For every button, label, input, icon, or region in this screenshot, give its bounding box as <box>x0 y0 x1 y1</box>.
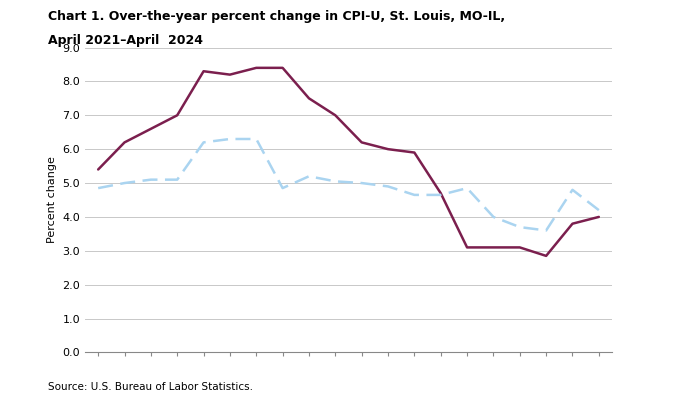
All items <box>279 65 287 70</box>
All items <box>490 245 498 250</box>
All items less food and energy <box>568 187 577 192</box>
All items <box>410 150 418 155</box>
All items less food and energy <box>147 177 155 182</box>
Y-axis label: Percent change: Percent change <box>47 156 57 244</box>
All items <box>595 215 603 219</box>
All items <box>384 147 392 152</box>
All items <box>226 72 234 77</box>
Text: Source: U.S. Bureau of Labor Statistics.: Source: U.S. Bureau of Labor Statistics. <box>48 382 252 392</box>
All items less food and energy <box>515 225 524 229</box>
All items less food and energy <box>173 177 182 182</box>
All items less food and energy <box>279 186 287 190</box>
All items <box>463 245 471 250</box>
All items less food and energy <box>542 228 550 233</box>
All items less food and energy <box>463 186 471 190</box>
All items <box>120 140 129 145</box>
All items less food and energy <box>331 179 339 184</box>
All items less food and energy <box>120 181 129 185</box>
All items <box>94 167 102 172</box>
All items less food and energy <box>252 137 260 141</box>
All items less food and energy <box>410 192 418 197</box>
All items less food and energy <box>384 184 392 189</box>
All items <box>358 140 366 145</box>
All items <box>437 191 445 196</box>
Line: All items less food and energy: All items less food and energy <box>98 139 599 230</box>
All items <box>568 221 577 226</box>
All items less food and energy <box>437 192 445 197</box>
All items <box>515 245 524 250</box>
All items less food and energy <box>226 137 234 141</box>
Text: April 2021–April  2024: April 2021–April 2024 <box>48 34 203 47</box>
All items <box>542 253 550 258</box>
All items less food and energy <box>490 215 498 219</box>
All items <box>199 69 207 74</box>
All items <box>147 126 155 131</box>
All items less food and energy <box>94 186 102 190</box>
Text: Chart 1. Over-the-year percent change in CPI-U, St. Louis, MO-IL,: Chart 1. Over-the-year percent change in… <box>48 10 505 23</box>
All items <box>252 65 260 70</box>
Line: All items: All items <box>98 68 599 256</box>
All items <box>305 96 313 101</box>
All items less food and energy <box>358 181 366 185</box>
All items less food and energy <box>595 208 603 213</box>
All items <box>173 113 182 118</box>
All items less food and energy <box>199 140 207 145</box>
All items less food and energy <box>305 174 313 179</box>
All items <box>331 113 339 118</box>
